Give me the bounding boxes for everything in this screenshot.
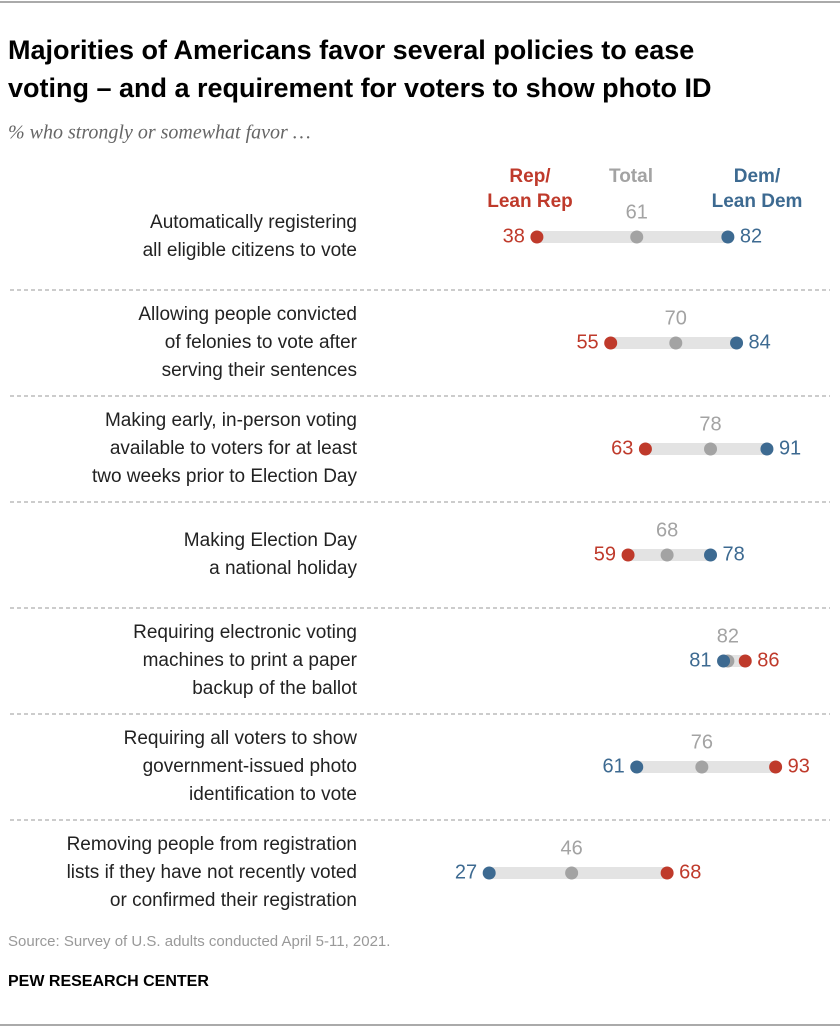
value-label: 78 (723, 543, 745, 565)
category-label: of felonies to vote after (165, 332, 358, 353)
category-label: lists if they have not recently voted (67, 862, 357, 883)
value-label: 68 (656, 519, 678, 541)
dot (565, 866, 579, 880)
dot (638, 442, 652, 456)
legend-label: Dem/ (734, 166, 781, 187)
category-label: backup of the ballot (192, 678, 358, 699)
value-label: 82 (740, 225, 762, 247)
category-label: Making Election Day (184, 530, 358, 551)
category-label: identification to vote (189, 784, 357, 805)
value-label: 46 (561, 837, 583, 859)
value-label: 84 (749, 331, 771, 353)
dot (630, 230, 644, 244)
dot (660, 866, 674, 880)
value-label: 81 (689, 649, 711, 671)
dot (704, 548, 718, 562)
credit: PEW RESEARCH CENTER (8, 973, 209, 990)
dot (717, 654, 731, 668)
value-label: 78 (699, 413, 721, 435)
legend-label: Lean Rep (487, 191, 573, 212)
value-label: 38 (503, 225, 525, 247)
dot (630, 760, 644, 774)
category-label: or confirmed their registration (110, 890, 357, 911)
value-label: 82 (717, 625, 739, 647)
chart-title: voting – and a requirement for voters to… (8, 73, 712, 103)
dot (660, 548, 674, 562)
category-label: Removing people from registration (67, 834, 357, 855)
category-label: Allowing people convicted (138, 304, 357, 325)
category-label: machines to print a paper (143, 650, 358, 671)
category-label: two weeks prior to Election Day (92, 466, 358, 487)
category-label: Requiring all voters to show (124, 728, 358, 749)
value-label: 55 (576, 331, 598, 353)
dot (621, 548, 635, 562)
category-label: Automatically registering (150, 212, 357, 233)
category-label: a national holiday (209, 558, 357, 579)
legend-label: Total (609, 166, 653, 187)
value-label: 93 (788, 755, 810, 777)
dot (721, 230, 735, 244)
value-label: 27 (455, 861, 477, 883)
dot (669, 336, 683, 350)
value-label: 76 (691, 731, 713, 753)
category-label: Making early, in-person voting (105, 410, 357, 431)
dot (730, 336, 744, 350)
category-label: all eligible citizens to vote (143, 240, 357, 261)
category-label: serving their sentences (162, 360, 357, 381)
category-label: Requiring electronic voting (133, 622, 357, 643)
dot (482, 866, 496, 880)
value-label: 68 (679, 861, 701, 883)
dot (760, 442, 774, 456)
dot (769, 760, 783, 774)
value-label: 91 (779, 437, 801, 459)
value-label: 70 (665, 307, 687, 329)
subtitle: % who strongly or somewhat favor … (8, 122, 311, 144)
dot (738, 654, 752, 668)
category-label: available to voters for at least (110, 438, 358, 459)
source: Source: Survey of U.S. adults conducted … (8, 933, 390, 950)
value-label: 59 (594, 543, 616, 565)
dot (530, 230, 544, 244)
dot (604, 336, 618, 350)
value-label: 61 (602, 755, 624, 777)
dot (704, 442, 718, 456)
legend-label: Rep/ (509, 166, 551, 187)
category-label: government-issued photo (143, 756, 357, 777)
chart-title: Majorities of Americans favor several po… (8, 35, 694, 65)
value-label: 61 (626, 201, 648, 223)
value-label: 86 (757, 649, 779, 671)
value-label: 63 (611, 437, 633, 459)
dot (695, 760, 709, 774)
legend-label: Lean Dem (712, 191, 803, 212)
